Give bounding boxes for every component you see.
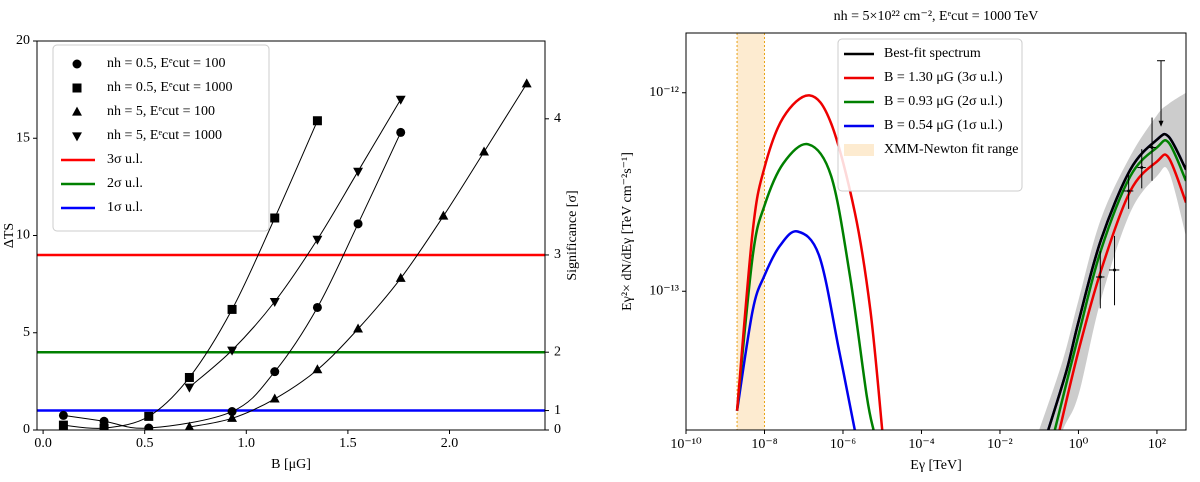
y-tick-label: 10 [16, 228, 30, 243]
left-panel: 0.0 0.5 1.0 1.5 2.0 0 5 10 15 20 0 1 2 3 4 B [μG] ΔTS Sig… [2, 33, 580, 472]
marker [312, 116, 322, 126]
x-tick-label: 1.0 [238, 436, 256, 451]
data-point [1113, 268, 1117, 272]
marker [72, 106, 82, 116]
marker [353, 323, 364, 333]
marker [99, 416, 109, 426]
y2-tick-label: 2 [554, 344, 561, 359]
marker [396, 127, 406, 137]
marker [269, 298, 280, 308]
y2-axis-label: Significance [σ] [565, 190, 580, 280]
legend-label: Best-fit spectrum [884, 46, 981, 61]
y2-tick-label: 4 [554, 111, 561, 126]
marker [58, 420, 68, 430]
x-tick-label: 10⁻⁶ [830, 437, 856, 452]
x-axis-label: Eγ [TeV] [910, 458, 961, 473]
marker [72, 83, 82, 93]
marker [144, 423, 154, 430]
data-point [1098, 275, 1102, 279]
spectrum-line [735, 94, 1186, 430]
marker [395, 95, 406, 105]
y-tick-label: 10⁻¹³ [649, 283, 679, 298]
legend-label: nh = 0.5, Eᵉcut = 100 [107, 56, 226, 71]
marker [184, 383, 195, 393]
y-tick-label: 0 [23, 422, 30, 437]
marker [395, 272, 406, 282]
plot-frame [36, 40, 546, 431]
marker [72, 132, 82, 142]
plot-frame [685, 32, 1187, 431]
marker [353, 219, 363, 229]
marker [184, 421, 194, 430]
marker [227, 346, 238, 356]
marker [270, 213, 280, 223]
x-axis-label: B [μG] [271, 457, 311, 472]
legend: nh = 0.5, Eᵉcut = 100 nh = 0.5, Eᵉcut = 1… [52, 44, 270, 232]
marker [99, 423, 109, 430]
marker [312, 364, 323, 374]
y-axis-label: Eγ²× dN/dEγ [TeV cm⁻²s⁻¹] [620, 152, 635, 311]
legend-label: 2σ u.l. [107, 176, 143, 191]
y2-tick-label: 3 [554, 247, 561, 262]
data-point [1127, 189, 1131, 193]
marker [312, 235, 323, 245]
marker [227, 407, 237, 417]
x-tick-label: 1.5 [339, 436, 357, 451]
marker [227, 304, 237, 314]
spectrum-line [735, 139, 1186, 430]
legend-label: B = 1.30 μG (3σ u.l.) [884, 70, 1003, 85]
marker [58, 410, 68, 420]
x-tick-label: 10⁰ [1069, 437, 1089, 452]
y-tick-label: 20 [16, 33, 30, 48]
marker [312, 302, 322, 312]
spectrum-line [1047, 132, 1186, 430]
y-axis-label: ΔTS [2, 223, 17, 248]
x-tick-label: 10⁻¹⁰ [670, 437, 702, 452]
marker [269, 393, 280, 403]
y-tick-label: 5 [23, 325, 30, 340]
legend-label: B = 0.54 μG (1σ u.l.) [884, 118, 1003, 133]
plot-area [37, 78, 545, 430]
y2-tick-label: 0 [554, 422, 561, 437]
marker [144, 411, 154, 421]
legend-box [52, 44, 270, 232]
x-tick-label: 10⁻² [987, 437, 1013, 452]
x-tick-label: 0.5 [136, 436, 154, 451]
legend-label: nh = 5, Eᵉcut = 100 [107, 104, 215, 119]
fit-curve [189, 83, 528, 428]
legend-swatch [844, 144, 874, 156]
marker [184, 372, 194, 382]
x-tick-label: 0.0 [34, 436, 52, 451]
marker [353, 167, 364, 177]
legend-label: 3σ u.l. [107, 152, 143, 167]
legend-box [837, 38, 1023, 192]
right-panel: 10⁻¹⁰ 10⁻⁸ 10⁻⁶ 10⁻⁴ 10⁻² 10⁰ 10² 10⁻¹³ 10⁻¹² nh … [620, 9, 1187, 473]
marker [72, 59, 82, 69]
data-point [1150, 145, 1154, 149]
y2-tick-label: 1 [554, 403, 561, 418]
legend-label: nh = 0.5, Eᵉcut = 1000 [107, 80, 233, 95]
marker [438, 210, 449, 220]
upper-limit-head [1158, 120, 1164, 127]
chart-title: nh = 5×10²² cm⁻², Eᵉcut = 1000 TeV [834, 9, 1039, 24]
x-tick-label: 10⁻⁴ [908, 437, 934, 452]
marker [479, 146, 489, 156]
legend-label: 1σ u.l. [107, 200, 143, 215]
x-tick-label: 10⁻⁸ [751, 437, 777, 452]
marker [227, 412, 238, 422]
plot-area [735, 33, 1186, 430]
x-tick-label: 2.0 [441, 436, 459, 451]
legend-label: XMM-Newton fit range [884, 142, 1019, 157]
y-tick-label: 15 [16, 130, 30, 145]
legend-label: nh = 5, Eᵉcut = 1000 [107, 128, 222, 143]
marker [521, 78, 532, 88]
legend-label: B = 0.93 μG (2σ u.l.) [884, 94, 1003, 109]
legend: Best-fit spectrum B = 1.30 μG (3σ u.l.) B … [837, 38, 1023, 192]
marker [270, 367, 280, 377]
y-tick-label: 10⁻¹² [649, 85, 679, 100]
data-point [1140, 166, 1144, 170]
x-tick-label: 10² [1148, 437, 1166, 452]
